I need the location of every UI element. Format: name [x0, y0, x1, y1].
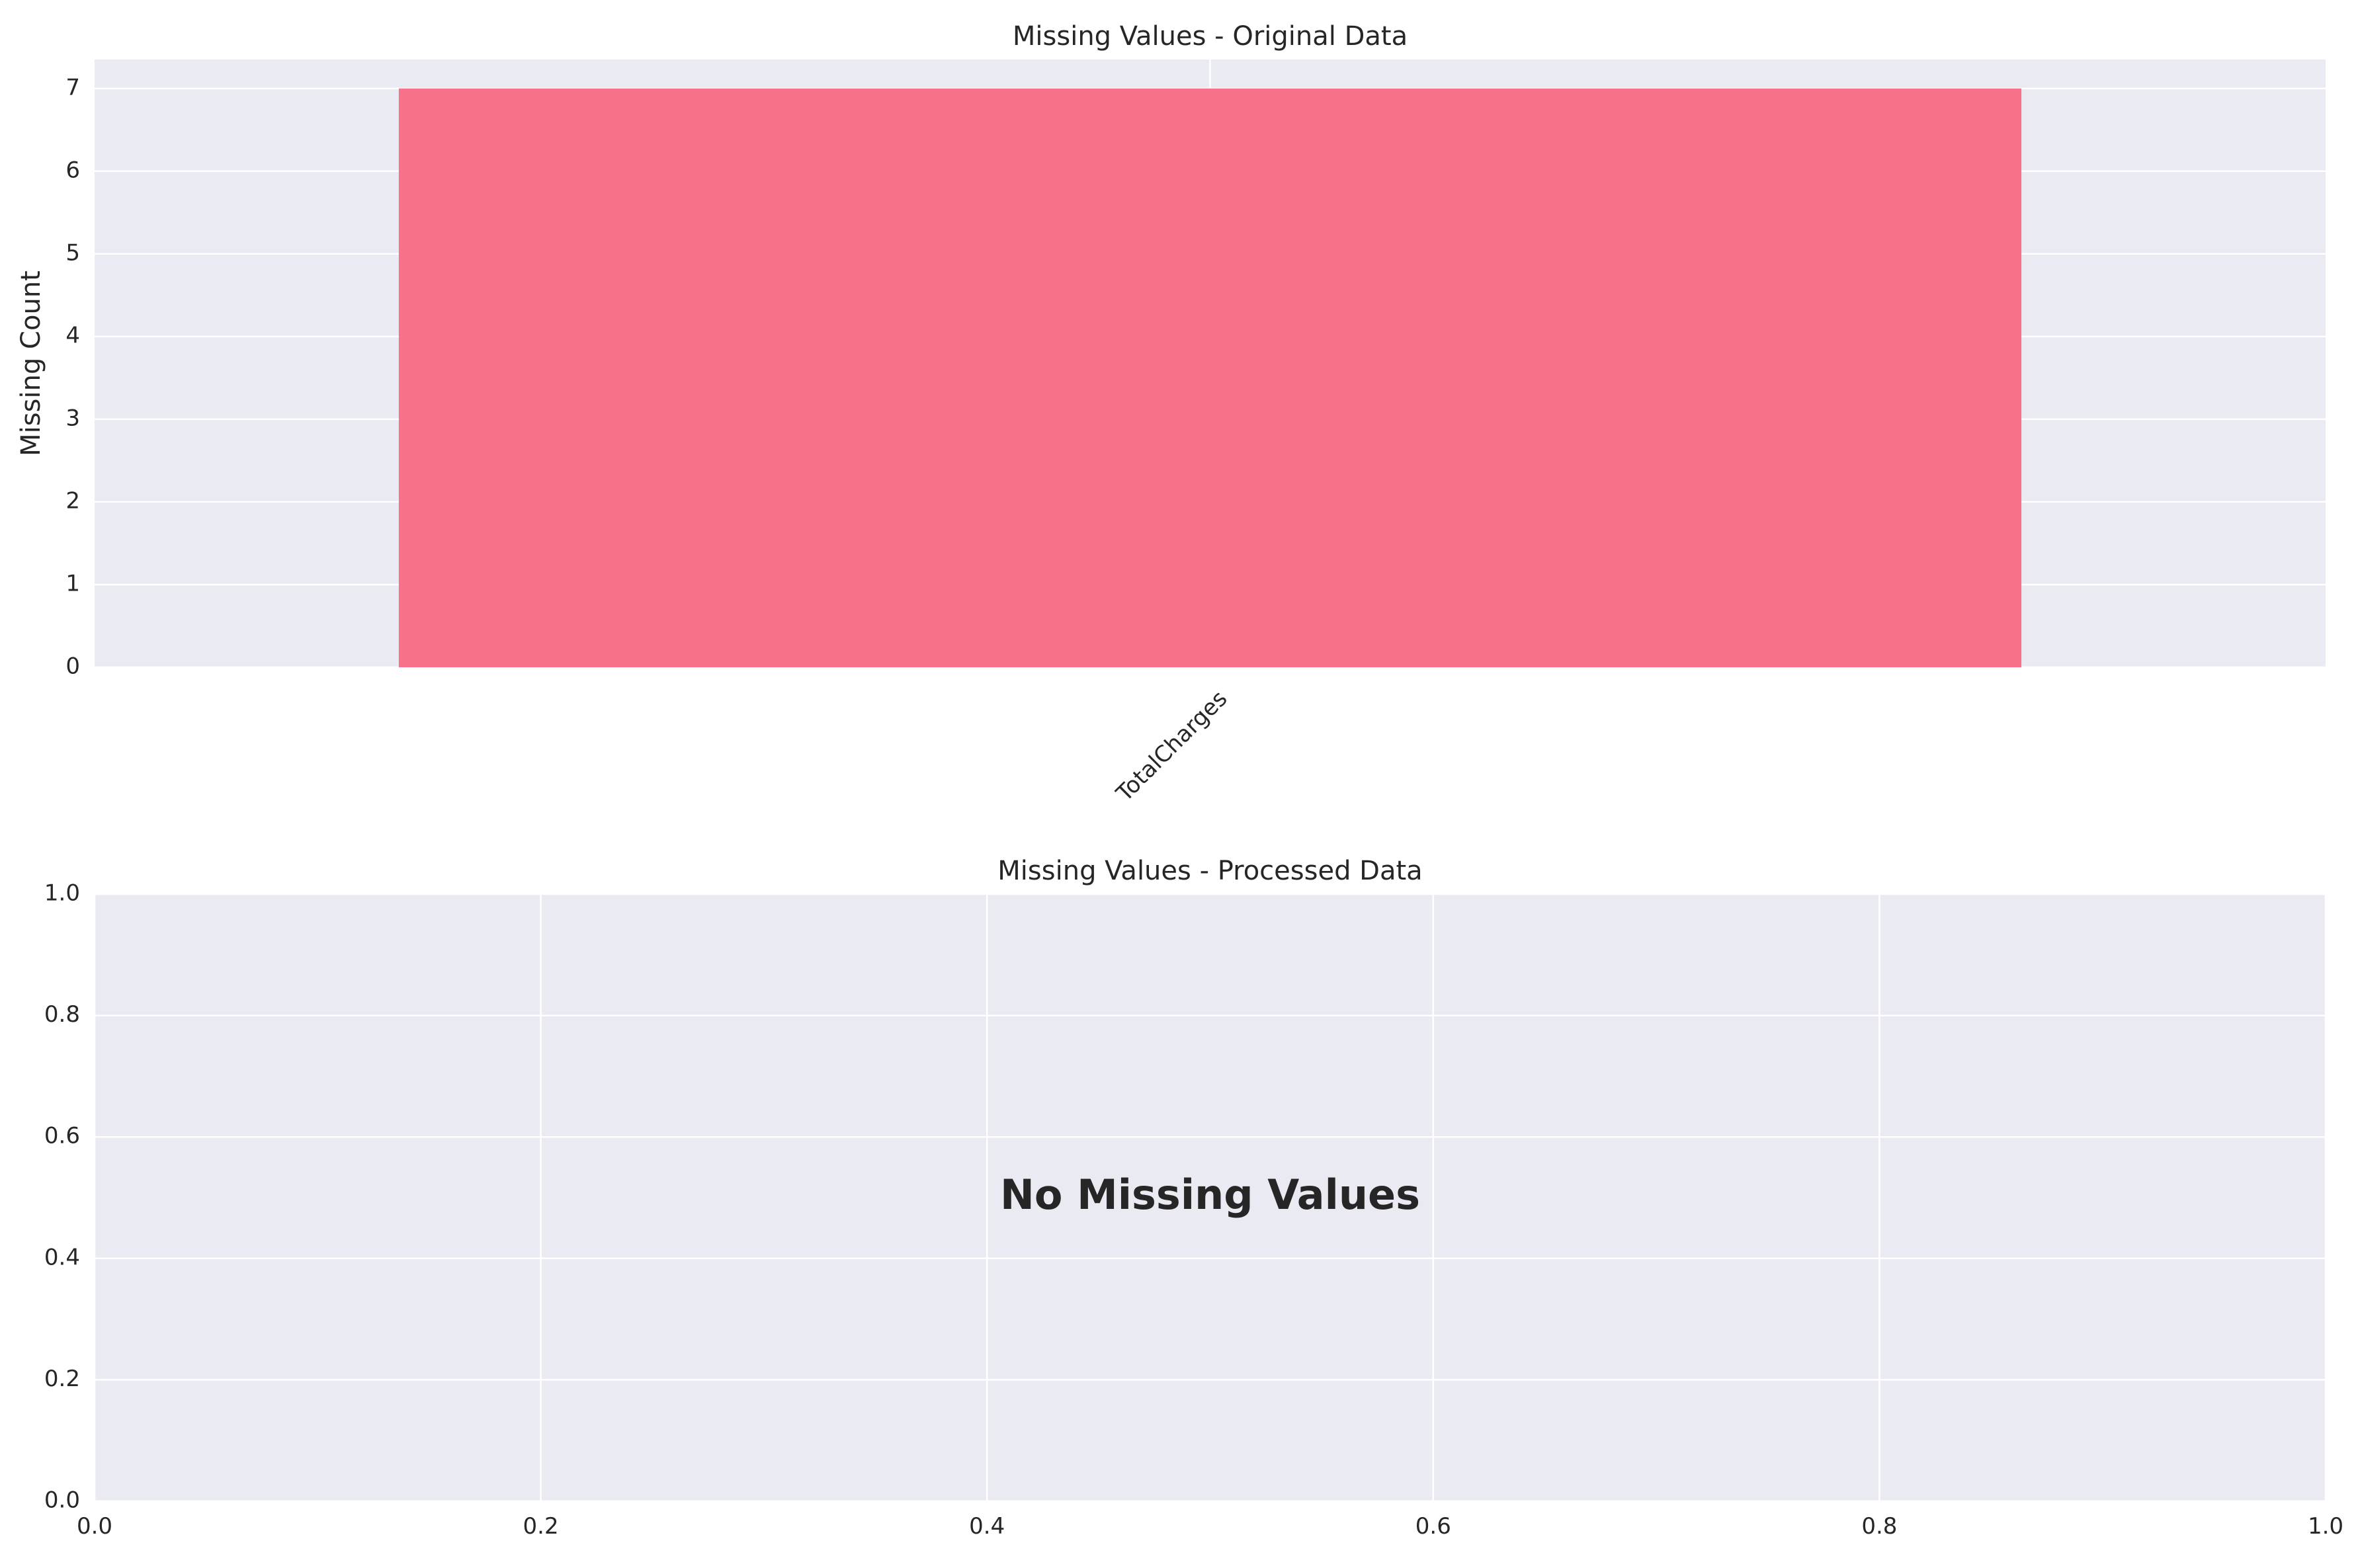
original-axes-x-ticks: TotalCharges: [1111, 686, 1232, 807]
y-tick-label: 0: [65, 653, 80, 680]
x-tick-label: 0.2: [523, 1513, 559, 1540]
x-tick-label: 0.4: [969, 1513, 1005, 1540]
original-data-axes: 0 1 2 3 4 5 6 7 TotalCharges Missing Values - O…: [16, 21, 2326, 807]
x-tick-label: 0.8: [1861, 1513, 1897, 1540]
x-tick-label: 0.0: [77, 1513, 112, 1540]
y-tick-label: 1: [65, 570, 80, 597]
original-chart-title: Missing Values - Original Data: [1013, 21, 1408, 52]
processed-axes-x-ticks: 0.0 0.2 0.4 0.6 0.8 1.0: [77, 1513, 2343, 1540]
y-tick-label: 3: [65, 405, 80, 431]
processed-axes-background: [95, 894, 2326, 1501]
processed-axes-y-ticks: 0.0 0.2 0.4 0.6 0.8 1.0: [44, 880, 80, 1514]
original-axes-y-ticks: 0 1 2 3 4 5 6 7: [65, 74, 80, 679]
y-tick-label: 0.2: [44, 1366, 80, 1392]
y-tick-label: 0.8: [44, 1001, 80, 1028]
y-tick-label: 5: [65, 239, 80, 266]
no-missing-values-annotation: No Missing Values: [1000, 1171, 1420, 1219]
processed-data-axes: 0.0 0.2 0.4 0.6 0.8 1.0 0.0 0.2 0.4 0.6 0.8 1.0 Mi…: [44, 856, 2343, 1540]
processed-axes-grid: [93, 893, 2327, 1503]
original-axes-bars: [398, 88, 2022, 667]
y-tick-label: 7: [65, 74, 80, 101]
y-tick-label: 0.6: [44, 1123, 80, 1149]
y-tick-label: 1.0: [44, 880, 80, 907]
y-tick-label: 2: [65, 487, 80, 514]
x-tick-label: 0.6: [1415, 1513, 1451, 1540]
x-tick-label: TotalCharges: [1111, 686, 1232, 807]
x-tick-label: 1.0: [2308, 1513, 2343, 1540]
processed-chart-title: Missing Values - Processed Data: [997, 856, 1422, 886]
y-tick-label: 4: [65, 322, 80, 349]
y-tick-label: 6: [65, 157, 80, 183]
original-y-axis-label: Missing Count: [16, 270, 46, 456]
y-tick-label: 0.0: [44, 1487, 80, 1514]
y-tick-label: 0.4: [44, 1244, 80, 1270]
bar-TotalCharges: [398, 88, 2022, 667]
